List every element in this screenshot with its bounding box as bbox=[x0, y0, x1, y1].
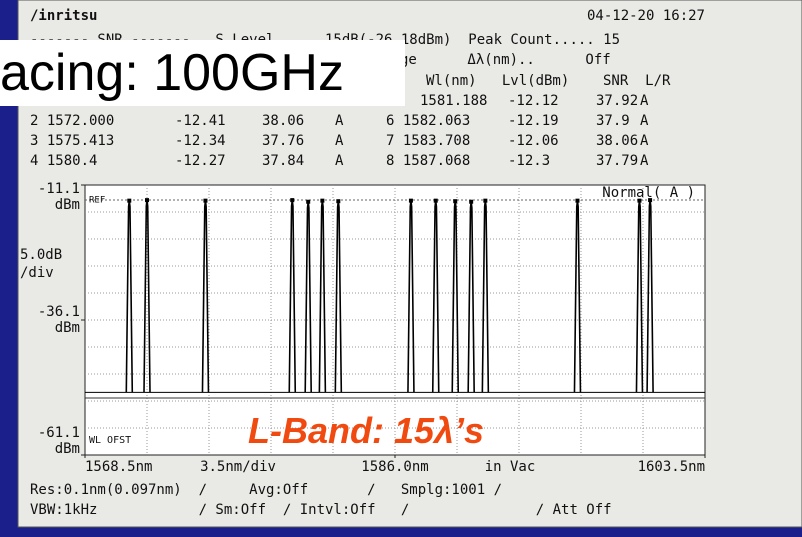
peak-marker bbox=[575, 198, 580, 203]
ref-label: REF bbox=[89, 196, 105, 206]
y-tick-label: -61.1 bbox=[38, 425, 80, 441]
table-cell: -12.12 bbox=[508, 93, 559, 109]
peak-marker bbox=[290, 198, 295, 203]
table-cell: 4 1580.4 bbox=[30, 153, 97, 169]
table-cell: 8 1587.068 bbox=[386, 153, 470, 169]
y-unit: dBm bbox=[55, 320, 80, 336]
peak-marker bbox=[408, 198, 413, 203]
table-cell: -12.06 bbox=[508, 133, 559, 149]
peak-marker bbox=[145, 198, 149, 203]
x-scale: 3.5nm/div bbox=[200, 459, 276, 475]
mode-label: Normal( A ) bbox=[602, 185, 695, 201]
table-cell: -12.41 bbox=[175, 113, 226, 129]
x-tick-label: 1586.0nm bbox=[361, 459, 428, 475]
peak-marker bbox=[203, 198, 208, 203]
peak-marker bbox=[648, 198, 653, 203]
table-cell: A bbox=[640, 133, 649, 149]
table-cell: -12.3 bbox=[508, 153, 550, 169]
footer-line: VBW:1kHz ∕ Sm:Off ∕ Intvl:Off ∕ ∕ Att Of… bbox=[30, 502, 612, 518]
table-cell: 2 1572.000 bbox=[30, 113, 114, 129]
table-cell: 6 1582.063 bbox=[386, 113, 470, 129]
table-cell: -12.34 bbox=[175, 133, 226, 149]
table-cell: A bbox=[640, 113, 649, 129]
peak-marker bbox=[306, 199, 311, 204]
x-tick-label: 1568.5nm bbox=[85, 459, 152, 475]
peak-marker bbox=[336, 199, 341, 204]
header-line: ge Δλ(nm).. Off bbox=[400, 52, 611, 68]
table-cell: 1581.188 bbox=[420, 93, 487, 109]
table-cell: 3 1575.413 bbox=[30, 133, 114, 149]
table-cell: 37.92 bbox=[596, 93, 638, 109]
table-cell: 37.84 bbox=[262, 153, 304, 169]
table-cell: 7 1583.708 bbox=[386, 133, 470, 149]
table-cell: A bbox=[335, 113, 344, 129]
peak-marker bbox=[320, 198, 325, 203]
y-scale: 5.0dB bbox=[20, 247, 62, 263]
table-cell: A bbox=[640, 153, 649, 169]
peak-marker bbox=[127, 198, 132, 203]
table-cell: 37.79 bbox=[596, 153, 638, 169]
table-cell: A bbox=[640, 93, 649, 109]
footer-line: Res:0.1nm(0.097nm) ∕ Avg:Off ∕ Smplg:100… bbox=[30, 482, 502, 498]
table-cell: -12.27 bbox=[175, 153, 226, 169]
peak-marker bbox=[637, 198, 642, 203]
peak-marker bbox=[469, 199, 474, 204]
brand: /inritsu bbox=[30, 8, 97, 24]
y-unit: dBm bbox=[55, 197, 80, 213]
y-unit: dBm bbox=[55, 441, 80, 457]
band-overlay: L-Band: 15λ’s bbox=[248, 410, 485, 451]
spacing-overlay: acing: 100GHz bbox=[0, 40, 405, 106]
table-cell: -12.19 bbox=[508, 113, 559, 129]
peak-marker bbox=[453, 199, 458, 204]
y-tick-label: -11.1 bbox=[38, 181, 80, 197]
peak-marker bbox=[483, 198, 488, 203]
table-cell: 38.06 bbox=[262, 113, 304, 129]
table-cell: 37.76 bbox=[262, 133, 304, 149]
offset-label: WL OFST bbox=[89, 435, 131, 446]
x-tick-label: 1603.5nm bbox=[638, 459, 705, 475]
table-cell: 38.06 bbox=[596, 133, 638, 149]
y-tick-label: -36.1 bbox=[38, 304, 80, 320]
column-header: Wl(nm) Lvl(dBm) SNR L/R bbox=[426, 73, 671, 89]
datetime: 04-12-20 16:27 bbox=[587, 8, 705, 24]
x-medium: in Vac bbox=[485, 459, 536, 475]
table-cell: A bbox=[335, 153, 344, 169]
y-scale: /div bbox=[20, 265, 54, 281]
table-cell: 37.9 bbox=[596, 113, 630, 129]
peak-marker bbox=[433, 198, 438, 203]
table-cell: A bbox=[335, 133, 344, 149]
